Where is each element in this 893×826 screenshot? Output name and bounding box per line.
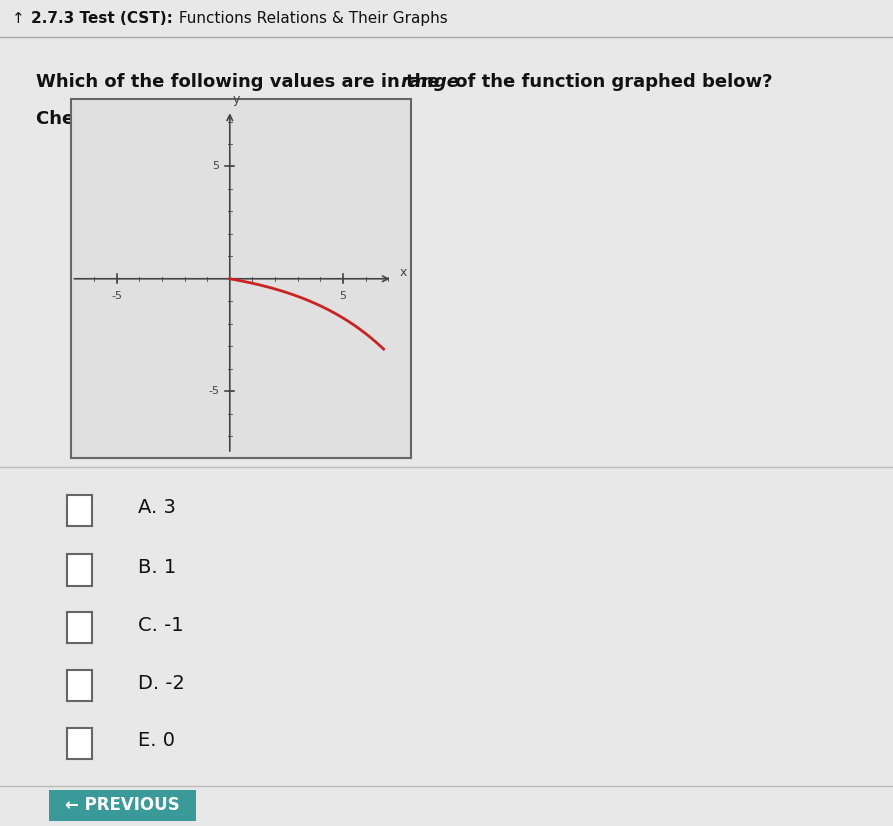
Text: Functions Relations & Their Graphs: Functions Relations & Their Graphs: [174, 11, 448, 26]
Text: -5: -5: [112, 291, 122, 301]
Text: of the function graphed below?: of the function graphed below?: [449, 73, 772, 91]
Text: x: x: [399, 265, 407, 278]
Text: C. -1: C. -1: [138, 615, 184, 635]
Text: B. 1: B. 1: [138, 558, 177, 577]
Text: A. 3: A. 3: [138, 498, 176, 518]
Text: 2.7.3 Test (CST):: 2.7.3 Test (CST):: [31, 11, 173, 26]
Text: 5: 5: [213, 162, 220, 172]
Text: E. 0: E. 0: [138, 731, 175, 751]
Text: 5: 5: [339, 291, 346, 301]
Text: ← PREVIOUS: ← PREVIOUS: [65, 796, 180, 814]
Text: Check all that apply.: Check all that apply.: [36, 110, 243, 128]
Text: Which of the following values are in the: Which of the following values are in the: [36, 73, 446, 91]
Text: ↑: ↑: [12, 11, 24, 26]
Text: range: range: [400, 73, 459, 91]
Text: y: y: [233, 93, 240, 106]
Text: -5: -5: [209, 386, 220, 396]
Text: D. -2: D. -2: [138, 673, 185, 693]
